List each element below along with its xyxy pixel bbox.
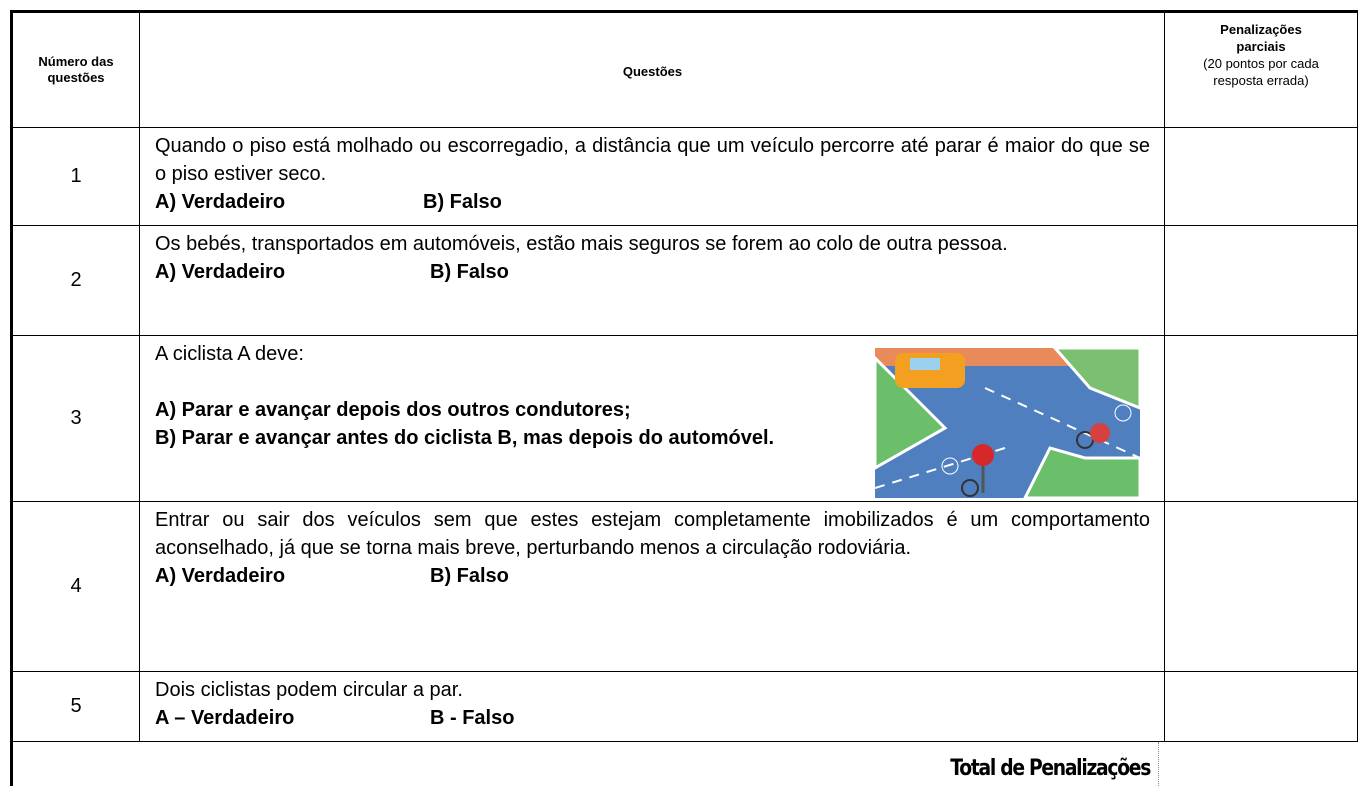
option: A) Verdadeiro [155,261,286,283]
question-number: 3 [70,407,82,429]
spacer [155,368,864,396]
question-cell: A ciclista A deve: A) Parar e avançar dep… [140,336,1165,502]
header-cell: Penalizações parciais (20 pontos por cad… [1165,13,1358,128]
options: A) Verdadeiro B) Falso [155,562,1150,590]
number-cell: 3 [10,336,140,502]
number-cell: 2 [10,226,140,336]
border [1158,742,1159,786]
options: A) Verdadeiro B) Falso [155,188,1150,216]
header-cell: Número das questões [10,13,140,128]
penalty-cell [1165,672,1358,742]
number-cell: 4 [10,502,140,672]
penalty-cell [1165,226,1358,336]
illustration [875,348,1140,498]
header-penalty-note: (20 pontos por cada resposta errada) [1203,56,1319,88]
option: A) Parar e avançar depois dos outros con… [155,399,631,421]
question-number: 4 [70,575,82,597]
option: B) Parar e avançar antes do ciclista B, … [155,427,775,449]
option: A) Verdadeiro [155,191,286,213]
option: B - Falso [430,707,515,729]
header-penalty-title: Penalizações parciais [1220,22,1302,54]
option: A) Verdadeiro [155,565,286,587]
question-number: 1 [70,165,82,187]
question-cell: Dois ciclistas podem circular a par. A – … [140,672,1165,742]
top-border [10,10,1358,13]
penalty-cell [1165,128,1358,226]
question-text: A ciclista A deve: [155,343,304,365]
penalty-cell [1165,336,1358,502]
options: A – Verdadeiro B - Falso [155,704,1150,732]
option: A – Verdadeiro [155,707,295,729]
option: B) Falso [430,261,509,283]
question-text: Quando o piso está molhado ou escorregad… [155,135,1150,185]
header-number: Número das questões [38,54,114,85]
question-cell: Entrar ou sair dos veículos sem que este… [140,502,1165,672]
header-cell: Questões [140,13,1165,128]
border [10,742,13,786]
number-cell: 5 [10,672,140,742]
header-question: Questões [622,64,683,79]
question-number: 2 [70,269,82,291]
number-cell: 1 [10,128,140,226]
question-number: 5 [70,695,82,717]
option: B) Falso [423,191,502,213]
option: B) Falso [430,565,509,587]
question-text: Entrar ou sair dos veículos sem que este… [155,509,1150,559]
penalty-cell [1165,502,1358,672]
question-text: Os bebés, transportados em automóveis, e… [155,233,1008,255]
question-cell: Quando o piso está molhado ou escorregad… [140,128,1165,226]
question-text: Dois ciclistas podem circular a par. [155,679,463,701]
total-label: Total de Penalizações [950,756,1151,781]
question-cell: Os bebés, transportados em automóveis, e… [140,226,1165,336]
options: A) Verdadeiro B) Falso [155,258,1150,286]
